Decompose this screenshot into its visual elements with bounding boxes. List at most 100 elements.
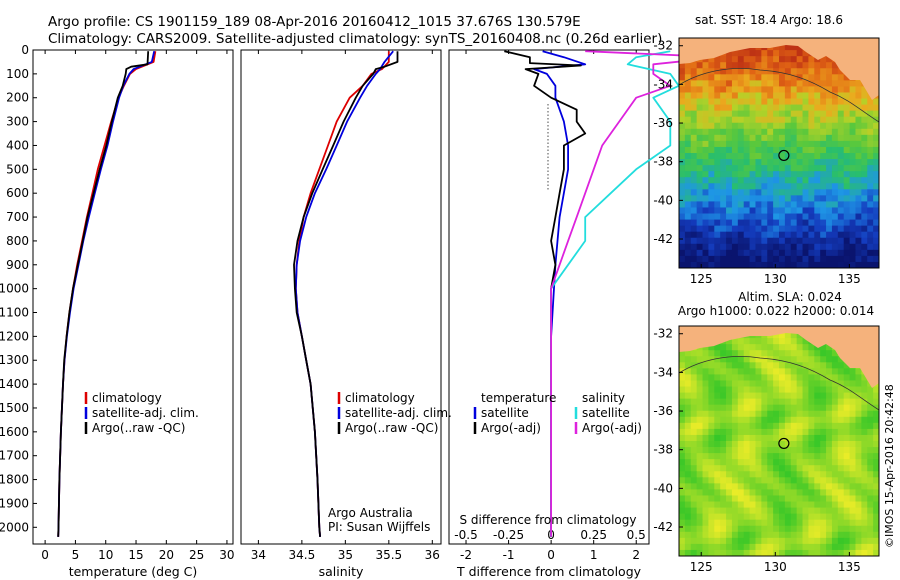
map-cell — [720, 171, 727, 178]
map-cell — [814, 549, 821, 556]
map-cell — [826, 356, 833, 363]
map-cell — [861, 459, 868, 466]
map-cell — [790, 104, 798, 112]
map-cell — [690, 86, 698, 93]
map-cell — [726, 386, 733, 393]
x-tick-label: 36 — [425, 548, 440, 562]
map-cell — [755, 471, 762, 478]
map-cell — [684, 519, 692, 527]
map-cell — [684, 380, 692, 387]
map-cell — [837, 356, 845, 363]
map-cell — [831, 543, 839, 551]
map-cell — [784, 513, 792, 521]
map-cell — [743, 434, 750, 442]
map-cell — [720, 386, 727, 393]
temperature-legend: climatology satellite-adj. clim. Argo(..… — [84, 391, 199, 435]
map-cell — [737, 237, 745, 245]
map-cell — [790, 338, 798, 345]
map-cell — [749, 207, 756, 214]
map-cell — [743, 489, 750, 496]
map-cell — [814, 362, 821, 369]
map-cell — [796, 201, 803, 208]
map-cell — [714, 207, 721, 214]
map-cell — [820, 86, 827, 93]
map-cell — [861, 392, 868, 400]
map-cell — [684, 98, 692, 105]
map-cell — [702, 489, 709, 496]
map-cell — [690, 261, 698, 268]
map-cell — [749, 122, 756, 130]
map-cell — [702, 356, 709, 363]
map-cell — [790, 213, 798, 220]
map-cell — [767, 398, 774, 406]
map-cell — [690, 128, 698, 136]
map-cell — [849, 453, 856, 460]
map-cell — [826, 519, 833, 527]
map-cell — [731, 225, 739, 233]
map-cell — [790, 231, 798, 239]
map-cell — [767, 165, 774, 172]
map-cell — [690, 195, 698, 202]
map-cell — [802, 110, 809, 118]
map-cell — [784, 489, 792, 496]
map-cell — [837, 434, 845, 442]
map-cell — [684, 92, 692, 99]
map-cell — [808, 368, 815, 375]
map-cell — [696, 80, 703, 87]
map-cell — [849, 531, 856, 539]
map-cell — [814, 441, 821, 448]
map-cell — [720, 134, 727, 142]
map-cell — [802, 350, 809, 357]
map-cell — [784, 177, 792, 184]
map-cell — [679, 153, 686, 160]
argo-credit: Argo Australia — [328, 506, 413, 520]
map-cell — [720, 189, 727, 196]
map-cell — [690, 368, 698, 375]
map-cell — [773, 465, 780, 472]
map-cell — [714, 350, 721, 357]
map-cell — [761, 68, 768, 75]
map-cell — [696, 261, 703, 268]
map-cell — [802, 338, 809, 345]
title-line-2: Climatology: CARS2009. Satellite-adjuste… — [48, 31, 662, 47]
map-cell — [696, 74, 703, 81]
map-cell — [796, 543, 803, 551]
map-cell — [755, 153, 762, 160]
map-cell — [743, 519, 750, 527]
map-cell — [861, 146, 868, 154]
map-cell — [696, 549, 703, 556]
map-cell — [731, 56, 739, 63]
map-cell — [702, 404, 709, 412]
map-cell — [755, 56, 762, 63]
map-cell — [737, 261, 745, 268]
map-cell — [837, 116, 845, 124]
map-cell — [684, 441, 692, 448]
map-y-tick-label: -42 — [653, 520, 673, 534]
map-cell — [755, 62, 762, 69]
map-cell — [820, 398, 827, 406]
map-cell — [867, 549, 874, 556]
map-cell — [731, 441, 739, 448]
map-x-tick-label: 125 — [690, 560, 713, 574]
map-cell — [831, 159, 839, 166]
map-cell — [837, 441, 845, 448]
map-cell — [773, 344, 780, 351]
s-tick-label: 0.5 — [627, 528, 646, 542]
map-cell — [726, 165, 733, 172]
map-cell — [861, 495, 868, 502]
map-cell — [773, 410, 780, 418]
map-cell — [737, 543, 745, 551]
map-cell — [755, 146, 762, 154]
map-x-tick-label: 130 — [764, 272, 787, 286]
map-cell — [696, 356, 703, 363]
map-cell — [837, 525, 845, 533]
map-cell — [708, 249, 715, 257]
map-cell — [867, 116, 874, 124]
map-cell — [755, 531, 762, 539]
map-cell — [720, 249, 727, 257]
map-cell — [743, 344, 750, 351]
map-cell — [861, 416, 868, 424]
map-cell — [790, 483, 798, 490]
map-cell — [690, 380, 698, 387]
map-cell — [808, 416, 815, 424]
